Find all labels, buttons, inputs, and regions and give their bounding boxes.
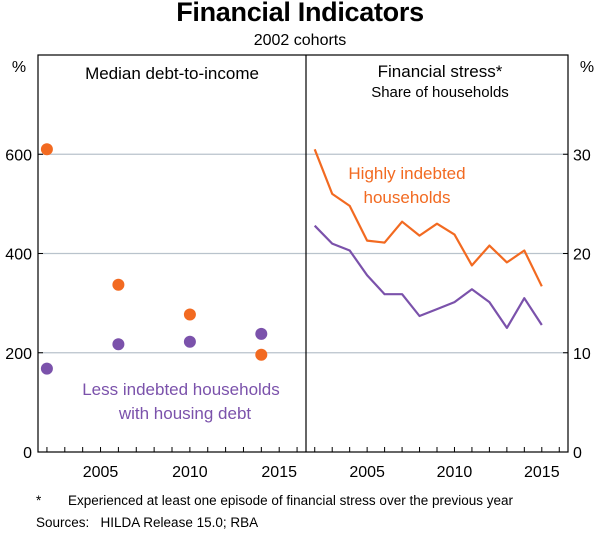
- highly-indebted-dti-point: [183, 308, 196, 321]
- less-indebted-dti-point: [255, 327, 268, 340]
- right-y-tick-label: 10: [573, 346, 591, 363]
- right-y-tick-label: 30: [573, 147, 591, 164]
- right-unit-label: %: [580, 59, 594, 76]
- x-tick-label: 2015: [524, 464, 560, 481]
- x-tick-label: 2005: [83, 464, 119, 481]
- sources-note: Sources: HILDA Release 15.0; RBA: [36, 515, 258, 530]
- highly-indebted-label-line2: households: [364, 188, 451, 207]
- less-indebted-label-line2: with housing debt: [118, 404, 252, 423]
- left-y-tick-label: 600: [5, 147, 32, 164]
- highly-indebted-label-line1: Highly indebted: [348, 164, 465, 183]
- highly-indebted-stress-line: [313, 148, 543, 287]
- x-tick-label: 2010: [172, 464, 208, 481]
- x-tick-label: 2005: [349, 464, 385, 481]
- less-indebted-dti-point: [40, 362, 53, 375]
- left-y-tick-label: 400: [5, 247, 32, 264]
- highly-indebted-dti-point: [255, 348, 268, 361]
- less-indebted-label-line1: Less indebted households: [82, 380, 280, 399]
- right-panel-subtitle: Share of households: [371, 84, 509, 101]
- footnote-marker: *: [36, 493, 42, 508]
- footnote-text: Experienced at least one episode of fina…: [68, 493, 514, 508]
- left-panel-title: Median debt-to-income: [85, 64, 259, 83]
- right-y-tick-label: 0: [573, 445, 582, 462]
- highly-indebted-dti-point: [40, 143, 53, 156]
- right-y-tick-label: 20: [573, 247, 591, 264]
- left-y-tick-label: 0: [23, 445, 32, 462]
- chart-subtitle: 2002 cohorts: [253, 32, 347, 49]
- chart-title: Financial Indicators: [176, 0, 424, 27]
- less-indebted-stress-line: [313, 224, 543, 329]
- less-indebted-dti-point: [112, 338, 125, 351]
- x-tick-label: 2015: [261, 464, 297, 481]
- left-y-tick-label: 200: [5, 346, 32, 363]
- highly-indebted-dti-point: [112, 278, 125, 291]
- right-panel-title: Financial stress*: [378, 62, 503, 81]
- less-indebted-dti-point: [183, 335, 196, 348]
- left-unit-label: %: [12, 59, 26, 76]
- x-tick-label: 2010: [437, 464, 473, 481]
